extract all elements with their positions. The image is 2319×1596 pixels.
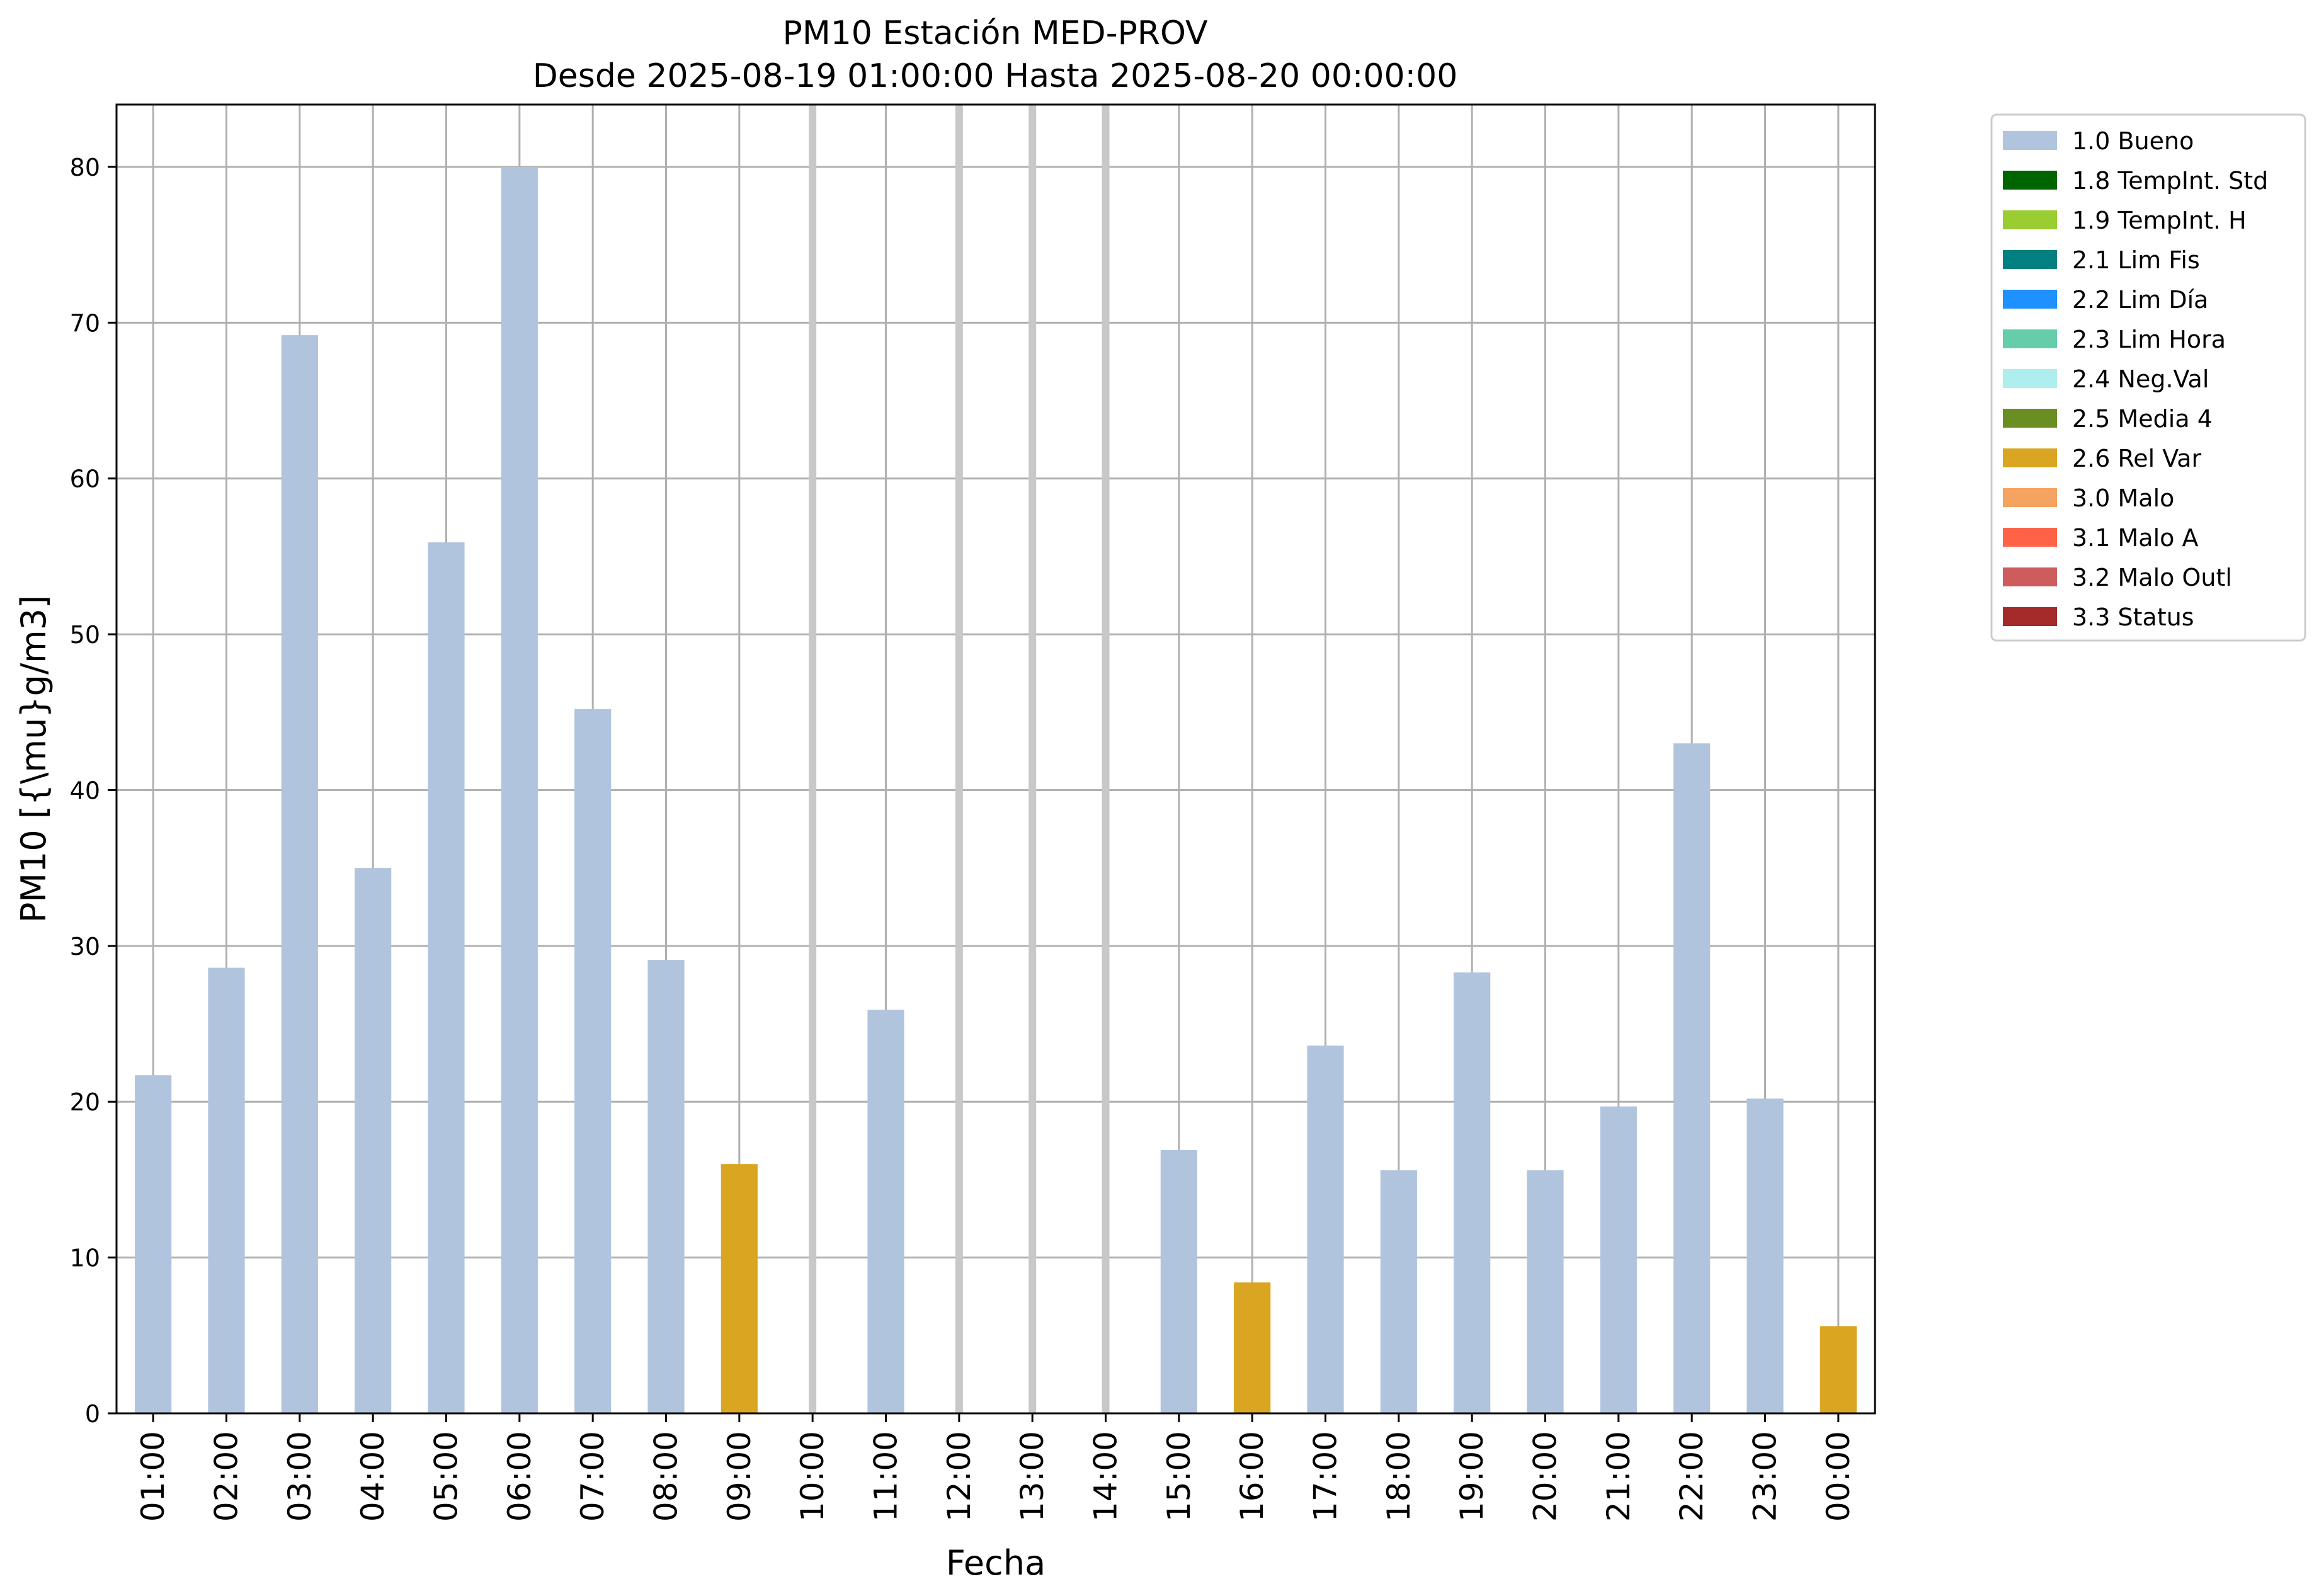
legend-swatch <box>2003 329 2057 348</box>
x-tick-label: 07:00 <box>574 1431 611 1522</box>
legend-swatch <box>2003 488 2057 507</box>
legend-swatch <box>2003 448 2057 467</box>
legend-swatch <box>2003 528 2057 547</box>
x-tick-label: 20:00 <box>1527 1431 1564 1522</box>
bar <box>721 1164 758 1413</box>
legend-label: 3.3 Status <box>2072 603 2194 631</box>
legend: 1.0 Bueno 1.8 TempInt. Std 1.9 TempInt. H 2… <box>1990 113 2306 642</box>
x-tick-label: 02:00 <box>208 1431 245 1522</box>
y-axis-label: PM10 [{\mu}g/m3] <box>14 595 54 923</box>
bar <box>355 868 392 1413</box>
missing-marker <box>1028 105 1037 1413</box>
x-tick-label: 22:00 <box>1673 1431 1710 1522</box>
bar <box>1307 1046 1344 1413</box>
x-axis-label: Fecha <box>946 1543 1046 1583</box>
legend-label: 1.8 TempInt. Std <box>2072 167 2268 195</box>
y-tick-label: 10 <box>70 1245 100 1272</box>
x-tick-label: 15:00 <box>1161 1431 1197 1522</box>
missing-data-markers <box>809 105 1110 1413</box>
legend-label: 3.2 Malo Outl <box>2072 564 2232 591</box>
legend-label: 2.5 Media 4 <box>2072 405 2213 433</box>
x-tick-label: 08:00 <box>648 1431 685 1522</box>
bar <box>1160 1149 1197 1413</box>
x-tick-label: 12:00 <box>941 1431 977 1522</box>
legend-swatch <box>2003 171 2057 190</box>
bar <box>135 1075 172 1413</box>
x-tick-label: 06:00 <box>501 1431 538 1522</box>
x-axis-ticks: 01:00 02:00 03:00 04:00 05:00 06:00 07:00 08:00… <box>135 1413 1857 1522</box>
legend-label: 1.9 TempInt. H <box>2072 207 2247 234</box>
legend-swatch <box>2003 567 2057 586</box>
bar <box>428 542 465 1413</box>
bars <box>135 166 1857 1413</box>
y-tick-label: 60 <box>70 465 100 493</box>
x-tick-label: 14:00 <box>1088 1431 1124 1522</box>
legend-label: 2.4 Neg.Val <box>2072 365 2209 393</box>
bar <box>1454 972 1491 1413</box>
legend-label: 3.1 Malo A <box>2072 524 2198 552</box>
bar <box>1527 1170 1564 1413</box>
y-tick-label: 40 <box>70 777 100 804</box>
legend-swatch <box>2003 210 2057 229</box>
legend-swatch <box>2003 607 2057 626</box>
x-tick-label: 03:00 <box>282 1431 318 1522</box>
y-axis-ticks: 0 10 20 30 40 50 60 70 80 <box>70 154 117 1428</box>
y-tick-label: 20 <box>70 1088 100 1116</box>
bar <box>208 967 245 1413</box>
bar <box>501 166 538 1413</box>
bar <box>1673 743 1711 1413</box>
chart-title: PM10 Estación MED-PROV <box>782 14 1207 52</box>
y-tick-label: 80 <box>70 154 100 181</box>
y-tick-label: 50 <box>70 621 100 649</box>
legend-swatch <box>2003 290 2057 309</box>
legend-swatch <box>2003 369 2057 388</box>
plot-frame <box>115 103 1876 1415</box>
x-tick-label: 00:00 <box>1820 1431 1857 1522</box>
legend-label: 3.0 Malo <box>2072 484 2174 512</box>
x-tick-label: 18:00 <box>1381 1431 1417 1522</box>
x-tick-label: 10:00 <box>794 1431 831 1522</box>
bar <box>574 709 612 1413</box>
bar <box>1820 1326 1857 1413</box>
bar <box>1600 1106 1637 1413</box>
missing-marker <box>1102 105 1110 1413</box>
bar <box>867 1010 904 1413</box>
x-tick-label: 09:00 <box>721 1431 758 1522</box>
missing-marker <box>809 105 817 1413</box>
legend-label: 2.6 Rel Var <box>2072 445 2202 472</box>
y-tick-label: 30 <box>70 933 100 960</box>
x-tick-label: 11:00 <box>868 1431 904 1522</box>
x-tick-label: 23:00 <box>1747 1431 1784 1522</box>
bar <box>281 335 318 1413</box>
legend-items: 1.0 Bueno 1.8 TempInt. Std 1.9 TempInt. H 2… <box>2003 127 2268 631</box>
legend-label: 2.3 Lim Hora <box>2072 326 2226 353</box>
bar <box>1234 1282 1271 1413</box>
x-tick-label: 05:00 <box>428 1431 465 1522</box>
x-tick-label: 21:00 <box>1600 1431 1637 1522</box>
chart-subtitle: Desde 2025-08-19 01:00:00 Hasta 2025-08-… <box>533 57 1458 95</box>
x-tick-label: 19:00 <box>1454 1431 1490 1522</box>
legend-label: 2.1 Lim Fis <box>2072 246 2200 274</box>
x-tick-label: 01:00 <box>135 1431 171 1522</box>
legend-swatch <box>2003 409 2057 428</box>
x-tick-label: 13:00 <box>1014 1431 1051 1522</box>
legend-label: 1.0 Bueno <box>2072 127 2194 155</box>
x-tick-label: 16:00 <box>1234 1431 1270 1522</box>
legend-label: 2.2 Lim Día <box>2072 286 2208 314</box>
bar <box>647 960 685 1413</box>
bar <box>1746 1098 1784 1413</box>
legend-swatch <box>2003 131 2057 150</box>
missing-marker <box>955 105 963 1413</box>
bar <box>1380 1170 1417 1413</box>
y-tick-label: 70 <box>70 309 100 337</box>
legend-swatch <box>2003 250 2057 269</box>
x-tick-label: 04:00 <box>355 1431 391 1522</box>
y-tick-label: 0 <box>85 1400 100 1428</box>
x-tick-label: 17:00 <box>1308 1431 1344 1522</box>
legend-frame <box>1990 113 2306 642</box>
